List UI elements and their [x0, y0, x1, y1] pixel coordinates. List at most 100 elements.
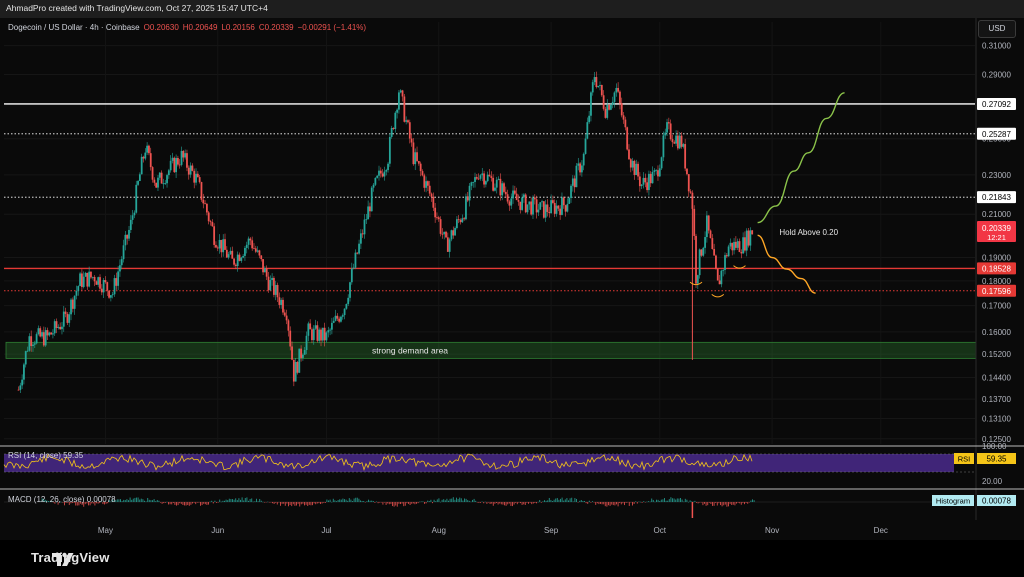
- last-price-tag: [977, 221, 1016, 243]
- macd-histogram-bar: [492, 502, 494, 506]
- tradingview-logo-icon[interactable]: [8, 550, 118, 568]
- candle-body: [412, 142, 415, 165]
- candle-body: [662, 135, 665, 158]
- candle-body: [481, 173, 484, 176]
- candle-body: [552, 200, 554, 203]
- macd-histogram-bar: [276, 502, 278, 505]
- macd-histogram-bar: [638, 501, 640, 503]
- macd-histogram-bar: [601, 502, 603, 505]
- macd-histogram-bar: [275, 502, 277, 503]
- macd-histogram-bar: [622, 502, 624, 504]
- macd-histogram-bar: [110, 501, 112, 502]
- candle-body: [291, 346, 293, 360]
- macd-histogram-bar: [256, 498, 257, 502]
- candle-body: [745, 230, 748, 251]
- candle-body: [229, 250, 232, 255]
- candle-body: [129, 219, 132, 230]
- macd-histogram-bar: [88, 502, 89, 506]
- macd-histogram-bar: [241, 497, 243, 502]
- macd-histogram-bar: [128, 500, 129, 502]
- macd-histogram-bar: [489, 502, 491, 505]
- macd-histogram-bar: [422, 501, 424, 502]
- candle-body: [718, 280, 721, 285]
- macd-histogram-bar: [75, 502, 77, 506]
- macd-histogram-bar: [659, 501, 661, 502]
- macd-histogram-bar: [201, 502, 203, 506]
- candle-body: [296, 361, 299, 373]
- candle-body: [300, 348, 302, 358]
- candle-body: [340, 316, 342, 322]
- candle-body: [278, 297, 281, 305]
- candle-body: [263, 268, 266, 273]
- macd-histogram-bar: [603, 502, 605, 505]
- candle-body: [506, 194, 509, 202]
- candle-body: [160, 172, 163, 184]
- macd-histogram-bar: [750, 500, 752, 502]
- candle-body: [700, 249, 703, 256]
- chart-frame[interactable]: [0, 18, 1024, 540]
- macd-histogram-bar: [448, 500, 449, 502]
- macd-histogram-bar: [100, 501, 102, 502]
- candle-body: [21, 379, 24, 386]
- macd-histogram-bar: [491, 502, 493, 504]
- candle-body: [329, 329, 331, 331]
- macd-histogram-bar: [569, 498, 571, 502]
- macd-histogram-bar: [192, 502, 193, 504]
- candlestick-chart[interactable]: strong demand area Hold Above 0.20 0.310…: [0, 0, 1024, 540]
- candle-body: [330, 322, 333, 330]
- candle-body: [684, 144, 687, 169]
- candle-body: [682, 144, 685, 147]
- candle-body: [407, 120, 409, 123]
- bearish-projection-path: [757, 234, 816, 294]
- rsi-value-bg: [977, 453, 1016, 464]
- macd-histogram-bar: [516, 502, 518, 505]
- macd-histogram-bar: [664, 498, 665, 502]
- candle-body: [213, 226, 216, 245]
- macd-histogram-bar: [318, 502, 320, 504]
- candle-body: [292, 359, 295, 382]
- macd-histogram-bar: [369, 500, 371, 502]
- candle-body: [687, 174, 690, 192]
- currency-selector[interactable]: USD: [978, 20, 1016, 38]
- macd-histogram-bar: [294, 502, 296, 506]
- candle-body: [524, 194, 527, 213]
- macd-histogram-bar: [420, 501, 422, 503]
- candle-body: [153, 179, 156, 183]
- macd-histogram-bar: [246, 497, 248, 502]
- candle-body: [727, 246, 730, 257]
- macd-value-bg: [977, 495, 1016, 506]
- macd-histogram-bar: [155, 501, 157, 502]
- candle-body: [568, 197, 571, 204]
- candle-body: [122, 245, 125, 260]
- candle-body: [282, 299, 284, 313]
- candle-body: [575, 165, 578, 188]
- candle-body: [37, 328, 40, 335]
- macd-histogram-bar: [502, 502, 504, 505]
- candle-body: [466, 196, 469, 201]
- candle-body: [436, 217, 438, 219]
- macd-histogram-bar: [694, 500, 696, 502]
- macd-histogram-bar: [105, 502, 107, 504]
- candle-body: [327, 330, 330, 333]
- macd-histogram-bar: [235, 498, 237, 502]
- candle-body: [356, 252, 359, 254]
- macd-histogram-bar: [721, 502, 723, 507]
- candle-body: [591, 82, 594, 93]
- macd-histogram-bar: [243, 500, 245, 502]
- candle-body: [79, 273, 81, 287]
- candle-body: [115, 278, 118, 286]
- macd-histogram-bar: [633, 502, 635, 504]
- candle-body: [57, 326, 60, 328]
- candle-body: [394, 112, 397, 129]
- macd-histogram-bar: [440, 501, 441, 503]
- candle-body: [532, 197, 534, 215]
- candle-body: [474, 177, 476, 183]
- macd-histogram-bar: [65, 502, 67, 503]
- macd-histogram-bar: [315, 502, 317, 505]
- macd-histogram-bar: [512, 502, 513, 507]
- candle-body: [675, 135, 677, 144]
- macd-histogram-bar: [624, 502, 625, 506]
- candle-body: [535, 199, 538, 213]
- macd-histogram-bar: [480, 502, 481, 503]
- rsi-line: [3, 453, 753, 472]
